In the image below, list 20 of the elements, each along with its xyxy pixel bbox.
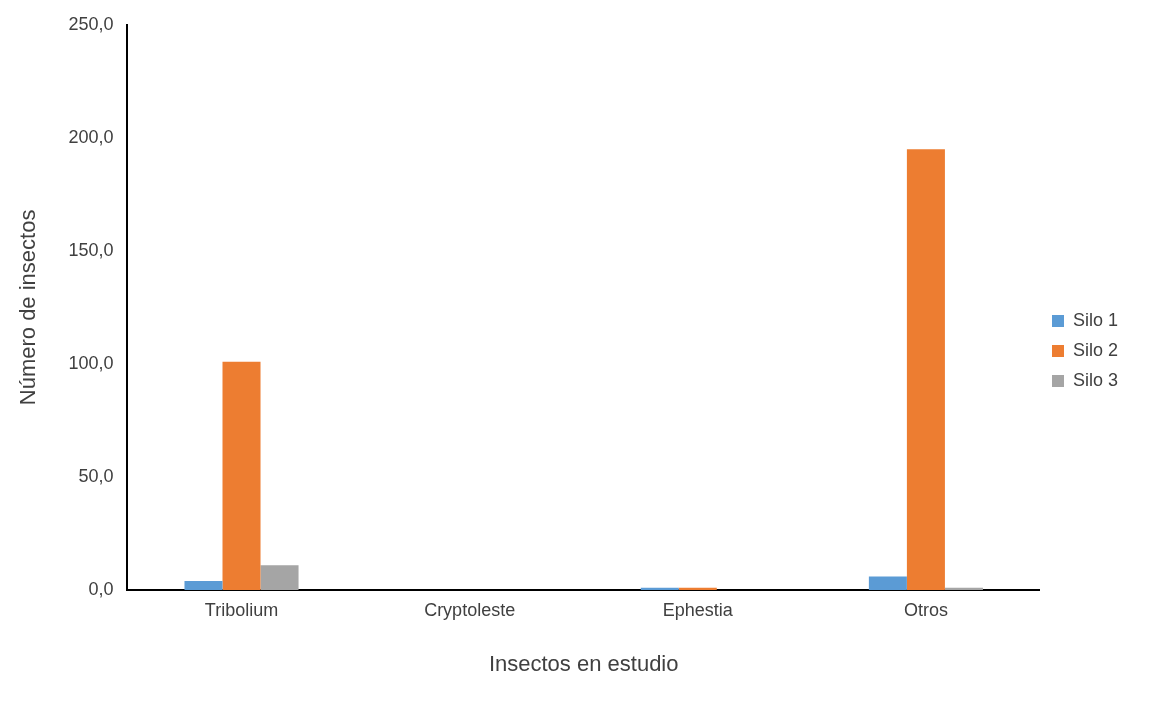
bar [222, 361, 261, 590]
bar [260, 565, 299, 590]
bar [184, 580, 223, 590]
y-tick-label: 200,0 [68, 126, 114, 147]
y-tick-label: 0,0 [88, 578, 114, 599]
bar [906, 149, 945, 590]
y-tick-label: 250,0 [68, 13, 114, 34]
legend-label: Silo 3 [1072, 369, 1118, 390]
y-tick-label: 150,0 [68, 239, 114, 260]
legend-label: Silo 1 [1072, 309, 1118, 330]
y-tick-label: 100,0 [68, 352, 114, 373]
legend-label: Silo 2 [1072, 339, 1118, 360]
bar [868, 576, 907, 590]
x-tick-label: Ephestia [662, 599, 734, 620]
y-axis-title: Número de insectos [15, 209, 41, 406]
x-axis-title: Insectos en estudio [488, 650, 679, 676]
x-tick-label: Cryptoleste [424, 599, 516, 620]
x-tick-label: Otros [903, 599, 948, 620]
y-tick-label: 50,0 [78, 465, 114, 486]
x-tick-label: Tribolium [204, 599, 279, 620]
